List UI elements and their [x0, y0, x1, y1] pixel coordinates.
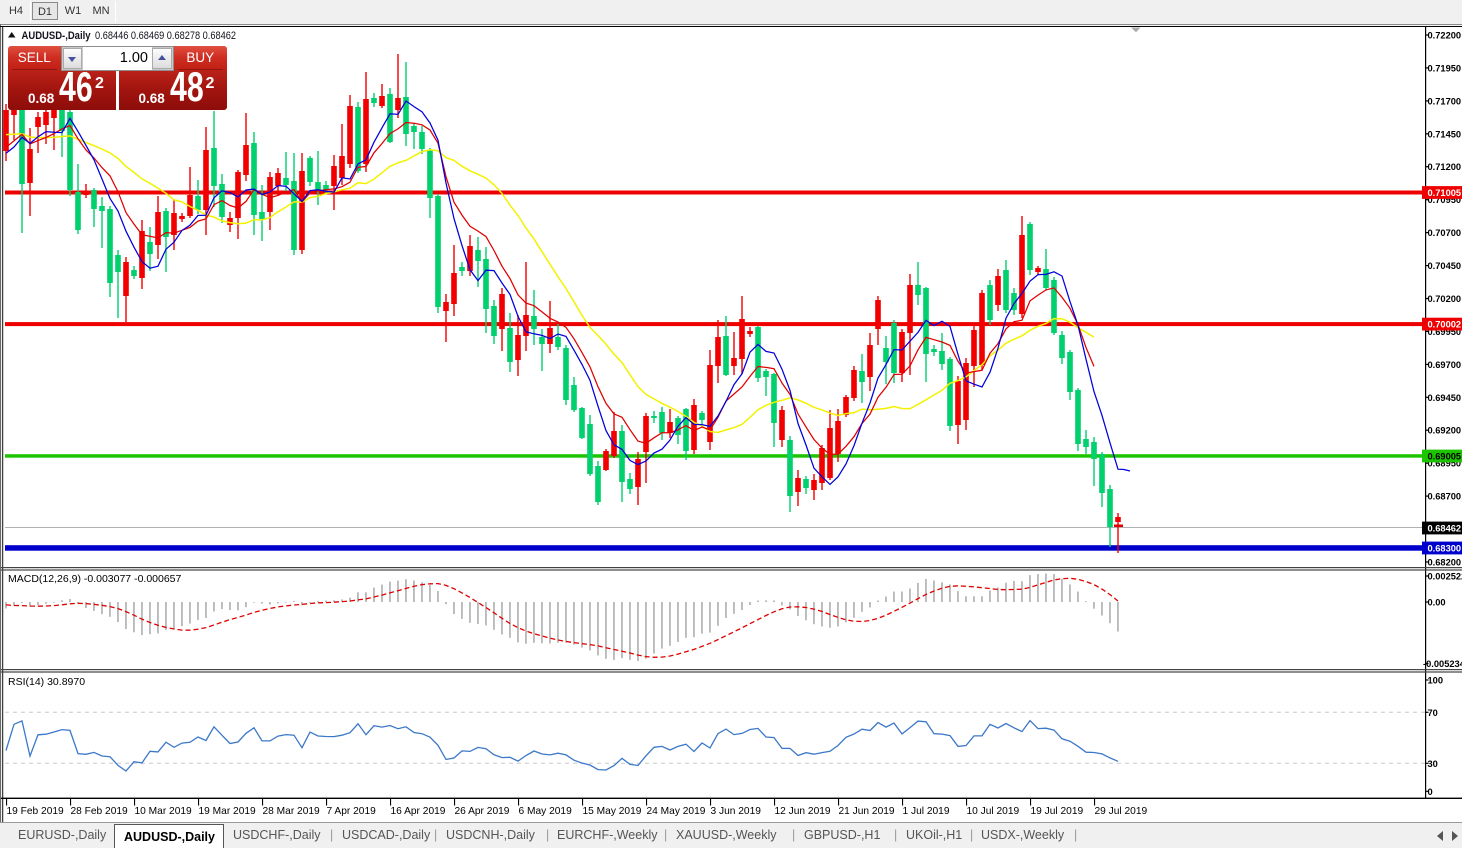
svg-text:0.71700: 0.71700: [1428, 96, 1462, 106]
svg-text:28 Feb 2019: 28 Feb 2019: [71, 806, 129, 817]
svg-text:0.71200: 0.71200: [1428, 162, 1462, 172]
svg-text:0.002522: 0.002522: [1428, 572, 1462, 582]
svg-text:0.68446 0.68469 0.68278 0.6846: 0.68446 0.68469 0.68278 0.68462: [95, 30, 236, 42]
svg-text:24 May 2019: 24 May 2019: [647, 806, 706, 817]
svg-text:0: 0: [1428, 787, 1433, 797]
svg-text:10 Jul 2019: 10 Jul 2019: [967, 806, 1020, 817]
svg-text:19 Jul 2019: 19 Jul 2019: [1031, 806, 1084, 817]
svg-text:0.71950: 0.71950: [1428, 63, 1462, 73]
svg-text:0.68200: 0.68200: [1428, 558, 1462, 568]
svg-text:19 Feb 2019: 19 Feb 2019: [7, 806, 65, 817]
svg-text:7 Apr 2019: 7 Apr 2019: [327, 806, 377, 817]
svg-text:0.68462: 0.68462: [1428, 524, 1462, 534]
svg-text:21 Jun 2019: 21 Jun 2019: [839, 806, 895, 817]
svg-text:0.68950: 0.68950: [1428, 459, 1462, 469]
svg-text:6 May 2019: 6 May 2019: [519, 806, 573, 817]
svg-text:0.69450: 0.69450: [1428, 393, 1462, 403]
svg-text:28 Mar 2019: 28 Mar 2019: [263, 806, 321, 817]
svg-text:16 Apr 2019: 16 Apr 2019: [391, 806, 446, 817]
svg-text:0.71005: 0.71005: [1428, 188, 1462, 198]
svg-text:19 Mar 2019: 19 Mar 2019: [199, 806, 257, 817]
svg-text:0.70450: 0.70450: [1428, 261, 1462, 271]
svg-text:0.70200: 0.70200: [1428, 294, 1462, 304]
svg-text:0.69700: 0.69700: [1428, 360, 1462, 370]
svg-text:0.70700: 0.70700: [1428, 228, 1462, 238]
svg-text:70: 70: [1428, 708, 1438, 718]
svg-text:0.72200: 0.72200: [1428, 31, 1462, 41]
svg-text:1 Jul 2019: 1 Jul 2019: [903, 806, 950, 817]
svg-text:0.70002: 0.70002: [1428, 320, 1462, 330]
svg-text:AUDUSD-,Daily: AUDUSD-,Daily: [22, 30, 92, 42]
svg-text:0.70950: 0.70950: [1428, 195, 1462, 205]
svg-text:0.68300: 0.68300: [1428, 544, 1462, 554]
svg-text:-0.005234: -0.005234: [1423, 659, 1462, 669]
svg-text:0.00: 0.00: [1428, 598, 1446, 608]
svg-text:0.71450: 0.71450: [1428, 129, 1462, 139]
svg-text:3 Jun 2019: 3 Jun 2019: [711, 806, 762, 817]
svg-text:10 Mar 2019: 10 Mar 2019: [135, 806, 193, 817]
svg-text:100: 100: [1428, 676, 1444, 686]
svg-text:0.69005: 0.69005: [1428, 452, 1462, 462]
svg-text:MACD(12,26,9) -0.003077 -0.000: MACD(12,26,9) -0.003077 -0.000657: [8, 573, 182, 585]
svg-text:0.69200: 0.69200: [1428, 426, 1462, 436]
svg-text:RSI(14) 30.8970: RSI(14) 30.8970: [8, 676, 85, 688]
svg-text:29 Jul 2019: 29 Jul 2019: [1095, 806, 1148, 817]
svg-text:15 May 2019: 15 May 2019: [583, 806, 642, 817]
svg-text:0.69950: 0.69950: [1428, 327, 1462, 337]
svg-text:0.68700: 0.68700: [1428, 492, 1462, 502]
svg-text:26 Apr 2019: 26 Apr 2019: [455, 806, 510, 817]
svg-text:30: 30: [1428, 759, 1438, 769]
svg-text:12 Jun 2019: 12 Jun 2019: [775, 806, 831, 817]
